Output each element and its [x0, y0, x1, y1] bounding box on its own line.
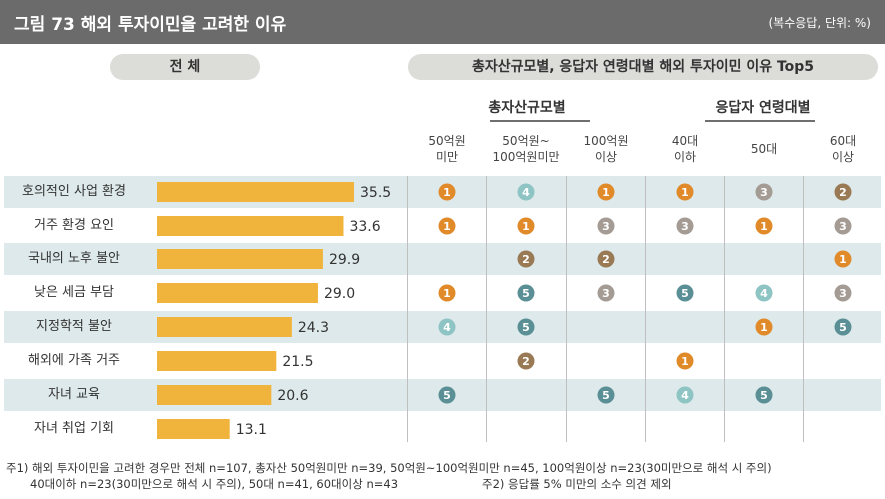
- assets-group-label: 총자산규모별: [488, 100, 566, 116]
- bar: [157, 283, 318, 303]
- footnote-2a: 40대이하 n=23(30미만으로 해석 시 주의), 50대 n=41, 60…: [30, 477, 399, 491]
- bar-value-label: 29.0: [324, 286, 355, 302]
- age-group-underline: [705, 120, 815, 122]
- rank-badge: [755, 217, 773, 235]
- overall-section-label: 전 체: [110, 54, 260, 80]
- figure-title: 그림 73 해외 투자이민을 고려한 이유: [14, 15, 287, 35]
- rank-badge-number: 5: [681, 287, 689, 300]
- unit-note: (복수응답, 단위: %): [768, 16, 872, 30]
- column-header: 50대: [750, 142, 778, 156]
- rank-badge: [597, 217, 615, 235]
- rank-badge-number: 3: [681, 220, 689, 233]
- rank-badge-number: 3: [602, 220, 610, 233]
- breakdown-section-label: 총자산규모별, 응답자 연령대별 해외 투자이민 이유 Top5: [408, 54, 878, 80]
- column-header: 50억원~ 100억원미만: [492, 134, 560, 164]
- rank-badge-number: 3: [839, 287, 847, 300]
- category-label: 지정학적 불안: [36, 319, 112, 334]
- column-header: 100억원 이상: [583, 134, 629, 164]
- rank-badge: [834, 284, 852, 302]
- rank-badge: [755, 284, 773, 302]
- category-label: 자녀 교육: [48, 387, 100, 402]
- column-divider: [724, 176, 725, 442]
- rank-badge: [438, 284, 456, 302]
- rank-badge: [597, 284, 615, 302]
- rank-badge: [834, 217, 852, 235]
- column-divider: [407, 176, 408, 442]
- rank-badge: [517, 217, 535, 235]
- bar: [157, 351, 277, 371]
- category-label: 낮은 세금 부담: [33, 285, 115, 300]
- rank-badge-number: 1: [681, 355, 689, 368]
- rank-badge: [517, 284, 535, 302]
- figure-header: 그림 73 해외 투자이민을 고려한 이유 (복수응답, 단위: %): [0, 0, 885, 44]
- column-divider: [566, 176, 567, 442]
- footnote-1: 주1) 해외 투자이민을 고려한 경우만 전체 n=107, 총자산 50억원미…: [6, 461, 772, 475]
- age-group-label: 응답자 연령대별: [715, 100, 811, 116]
- category-label: 거주 환경 요인: [33, 218, 115, 233]
- rank-badge-number: 1: [760, 220, 768, 233]
- column-divider: [486, 176, 487, 442]
- bar: [157, 216, 344, 236]
- category-label: 호의적인 사업 환경: [22, 184, 126, 199]
- column-header: 50억원 미만: [428, 134, 466, 164]
- rank-badge: [676, 217, 694, 235]
- bar-value-label: 13.1: [236, 422, 267, 438]
- category-label: 자녀 취업 기회: [33, 421, 115, 436]
- bar-value-label: 21.5: [282, 354, 313, 370]
- rank-badge-number: 2: [522, 355, 530, 368]
- bar: [157, 419, 230, 439]
- rank-badge-number: 3: [602, 287, 610, 300]
- row-highlight: [4, 243, 881, 275]
- rank-badge: [517, 352, 535, 370]
- column-header: 40대 이하: [671, 134, 699, 164]
- column-divider: [645, 176, 646, 442]
- rank-badge: [676, 352, 694, 370]
- rank-badge-number: 5: [522, 287, 530, 300]
- footnote-2b: 주2) 응답률 5% 미만의 소수 의견 제외: [482, 477, 672, 491]
- rank-badge-number: 1: [443, 220, 451, 233]
- rank-badge: [676, 284, 694, 302]
- rank-badge-number: 4: [760, 287, 768, 300]
- bar-value-label: 33.6: [349, 219, 380, 235]
- rank-badge-number: 3: [839, 220, 847, 233]
- assets-group-underline: [490, 120, 590, 122]
- rank-badge-number: 1: [522, 220, 530, 233]
- column-divider: [803, 176, 804, 442]
- category-label: 해외에 가족 거주: [28, 353, 120, 368]
- rank-badge-number: 1: [443, 287, 451, 300]
- category-label: 국내의 노후 불안: [28, 251, 120, 266]
- rank-badge: [438, 217, 456, 235]
- column-header: 60대 이상: [829, 134, 857, 164]
